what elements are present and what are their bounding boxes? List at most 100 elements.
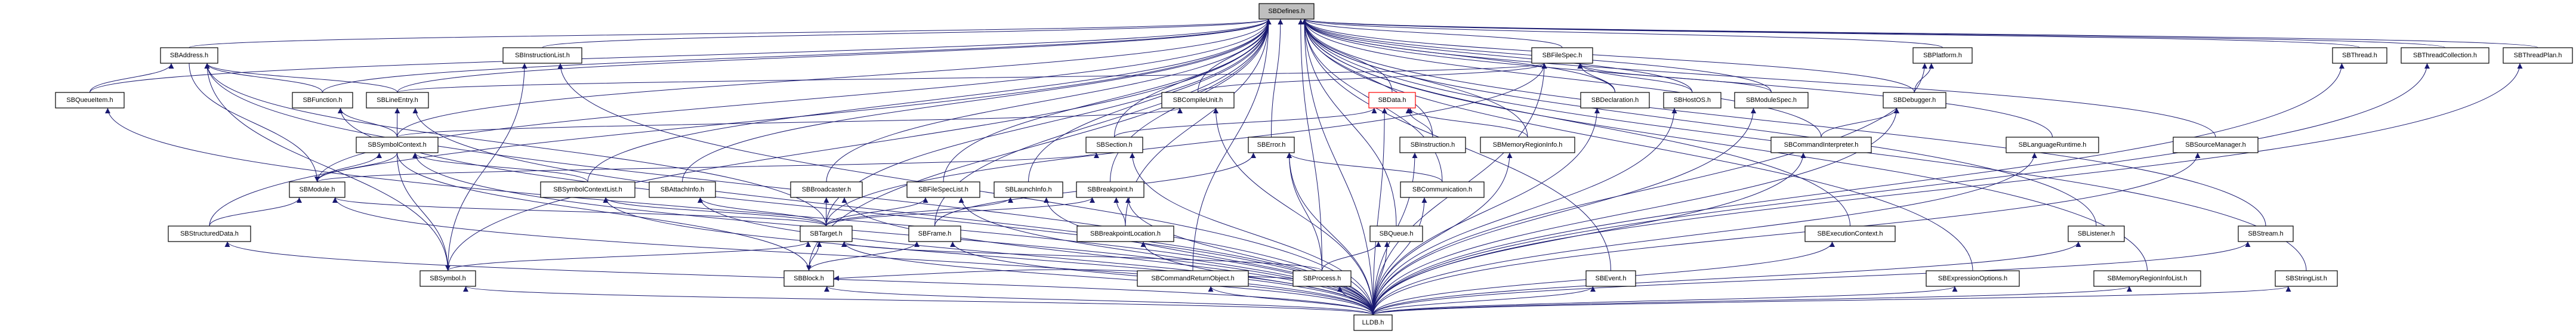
- node-SBDebugger[interactable]: SBDebugger.h: [1883, 92, 1946, 109]
- node-label: SBInstructionList.h: [515, 52, 570, 59]
- node-SBBreakpoint[interactable]: SBBreakpoint.h: [1076, 181, 1144, 198]
- node-SBInstructionList[interactable]: SBInstructionList.h: [502, 47, 582, 64]
- node-SBMemoryRegionInfo[interactable]: SBMemoryRegionInfo.h: [1480, 137, 1575, 153]
- node-SBLineEntry[interactable]: SBLineEntry.h: [366, 92, 429, 109]
- node-box: [1085, 137, 1143, 153]
- node-SBCommunication[interactable]: SBCommunication.h: [1400, 181, 1485, 198]
- node-SBAttachInfo[interactable]: SBAttachInfo.h: [649, 181, 716, 198]
- node-label: SBDebugger.h: [1893, 97, 1936, 104]
- edge-SBBlock-to-SBFrame: [809, 241, 920, 271]
- node-SBSymbolContext[interactable]: SBSymbolContext.h: [356, 137, 439, 153]
- node-SBData[interactable]: SBData.h: [1368, 92, 1416, 109]
- node-SBStringList[interactable]: SBStringList.h: [2275, 270, 2338, 287]
- node-SBStream[interactable]: SBStream.h: [2238, 225, 2294, 242]
- node-box: [1137, 270, 1249, 287]
- node-label: SBBlock.h: [794, 275, 824, 282]
- node-SBEvent[interactable]: SBEvent.h: [1585, 270, 1636, 287]
- edge-SBSymbol-to-SBDefines: [448, 18, 1272, 271]
- edge-SBError-to-SBDefines: [1271, 18, 1284, 138]
- edge-LLDB-to-SBStringList: [1372, 286, 2291, 316]
- node-SBBreakpointLocation[interactable]: SBBreakpointLocation.h: [1076, 225, 1174, 242]
- node-SBFileSpec[interactable]: SBFileSpec.h: [1531, 47, 1593, 64]
- node-box: [1248, 137, 1295, 153]
- node-box: [1400, 181, 1485, 198]
- edge-SBProcess-to-SBQueue: [1322, 241, 1381, 271]
- edge-LLDB-to-SBLaunchInfo: [1044, 197, 1374, 316]
- edge-SBMemoryRegionInfo-to-SBDefines: [1301, 18, 1528, 138]
- edge-SBProcess-to-SBDefines: [1298, 18, 1322, 271]
- node-LLDB[interactable]: LLDB.h: [1353, 314, 1393, 331]
- node-SBBlock[interactable]: SBBlock.h: [783, 270, 834, 287]
- node-SBMemoryRegionInfoList[interactable]: SBMemoryRegionInfoList.h: [2093, 270, 2201, 287]
- node-SBTarget[interactable]: SBTarget.h: [800, 225, 853, 242]
- node-SBSection[interactable]: SBSection.h: [1085, 137, 1143, 153]
- edge-SBFunction-to-SBDefines: [322, 18, 1272, 93]
- node-SBStructuredData[interactable]: SBStructuredData.h: [168, 225, 251, 242]
- node-SBModule[interactable]: SBModule.h: [289, 181, 345, 198]
- node-box: [1734, 92, 1809, 109]
- node-SBExpressionOptions[interactable]: SBExpressionOptions.h: [1926, 270, 2020, 287]
- node-SBModuleSpec[interactable]: SBModuleSpec.h: [1734, 92, 1809, 109]
- edge-SBSymbol-to-SBAddress: [204, 63, 448, 271]
- edge-SBQueueItem-to-SBAddress: [90, 63, 174, 93]
- edge-LLDB-to-SBAttachInfo: [698, 197, 1374, 316]
- node-SBInstruction[interactable]: SBInstruction.h: [1399, 137, 1466, 153]
- node-SBLaunchInfo[interactable]: SBLaunchInfo.h: [994, 181, 1063, 198]
- node-SBFileSpecList[interactable]: SBFileSpecList.h: [906, 181, 980, 198]
- node-SBFrame[interactable]: SBFrame.h: [908, 225, 961, 242]
- node-label: SBData.h: [1378, 97, 1406, 104]
- node-SBCompileUnit[interactable]: SBCompileUnit.h: [1161, 92, 1235, 109]
- edge-LLDB-to-SBSection: [1130, 152, 1374, 316]
- node-box: [1585, 270, 1636, 287]
- node-box: [1368, 92, 1416, 109]
- edge-LLDB-to-SBBreakpoint: [1125, 197, 1374, 316]
- node-SBFunction[interactable]: SBFunction.h: [292, 92, 353, 109]
- edge-SBMemoryRegionInfo-to-SBData: [1407, 107, 1528, 138]
- node-label: SBCommandReturnObject.h: [1151, 275, 1234, 282]
- edge-SBQueue-to-SBDefines: [1301, 18, 1397, 227]
- node-label: SBQueueItem.h: [66, 97, 113, 104]
- node-SBThreadCollection[interactable]: SBThreadCollection.h: [2401, 47, 2489, 64]
- node-box: [908, 225, 961, 242]
- edge-SBTarget-to-SBAddress: [204, 63, 826, 227]
- edge-SBSymbolContextList-to-SBSymbolContext: [412, 152, 588, 183]
- node-SBLanguageRuntime[interactable]: SBLanguageRuntime.h: [2006, 137, 2099, 153]
- node-SBSymbolContextList[interactable]: SBSymbolContextList.h: [540, 181, 635, 198]
- node-SBSymbol[interactable]: SBSymbol.h: [419, 270, 476, 287]
- node-SBQueueItem[interactable]: SBQueueItem.h: [55, 92, 125, 109]
- node-SBHostOS[interactable]: SBHostOS.h: [1663, 92, 1722, 109]
- edge-SBStructuredData-to-SBModule: [209, 197, 302, 227]
- node-SBCommandInterpreter[interactable]: SBCommandInterpreter.h: [1770, 137, 1872, 153]
- node-SBDeclaration[interactable]: SBDeclaration.h: [1580, 92, 1650, 109]
- node-label: SBMemoryRegionInfoList.h: [2108, 275, 2188, 282]
- node-SBQueue[interactable]: SBQueue.h: [1369, 225, 1423, 242]
- edge-SBDebugger-to-SBDefines: [1301, 18, 1915, 93]
- edge-SBDebugger-to-SBPlatform: [1914, 63, 1935, 93]
- node-label: SBExecutionContext.h: [1817, 230, 1883, 237]
- node-SBBroadcaster[interactable]: SBBroadcaster.h: [790, 181, 863, 198]
- node-SBThreadPlan[interactable]: SBThreadPlan.h: [2503, 47, 2573, 64]
- node-SBAddress[interactable]: SBAddress.h: [160, 47, 218, 64]
- node-box: [2093, 270, 2201, 287]
- node-SBThread[interactable]: SBThread.h: [2332, 47, 2387, 64]
- edge-LLDB-to-SBExpressionOptions: [1372, 286, 1958, 316]
- node-SBExecutionContext[interactable]: SBExecutionContext.h: [1804, 225, 1896, 242]
- node-box: [1076, 225, 1174, 242]
- node-label: SBCommunication.h: [1412, 186, 1472, 193]
- node-SBError[interactable]: SBError.h: [1248, 137, 1295, 153]
- edge-SBTarget-to-SBFileSpec: [826, 63, 1547, 227]
- node-label: SBFrame.h: [918, 230, 952, 237]
- node-SBProcess[interactable]: SBProcess.h: [1292, 270, 1352, 287]
- node-SBSourceManager[interactable]: SBSourceManager.h: [2173, 137, 2259, 153]
- edge-SBMemoryRegionInfoList-to-SBDefines: [1301, 18, 2148, 271]
- node-SBListener[interactable]: SBListener.h: [2068, 225, 2125, 242]
- edge-LLDB-to-SBCommandInterpreter: [1372, 152, 1806, 316]
- node-box: [1161, 92, 1235, 109]
- edge-LLDB-to-SBCommunication: [1372, 197, 1427, 316]
- edge-SBAddress-to-SBModule: [189, 63, 320, 183]
- edge-SBProcess-to-SBTarget: [841, 241, 1322, 271]
- node-SBCommandReturnObject[interactable]: SBCommandReturnObject.h: [1137, 270, 1249, 287]
- node-SBPlatform[interactable]: SBPlatform.h: [1912, 47, 1973, 64]
- node-SBDefines[interactable]: SBDefines.h: [1258, 3, 1315, 20]
- node-box: [2238, 225, 2294, 242]
